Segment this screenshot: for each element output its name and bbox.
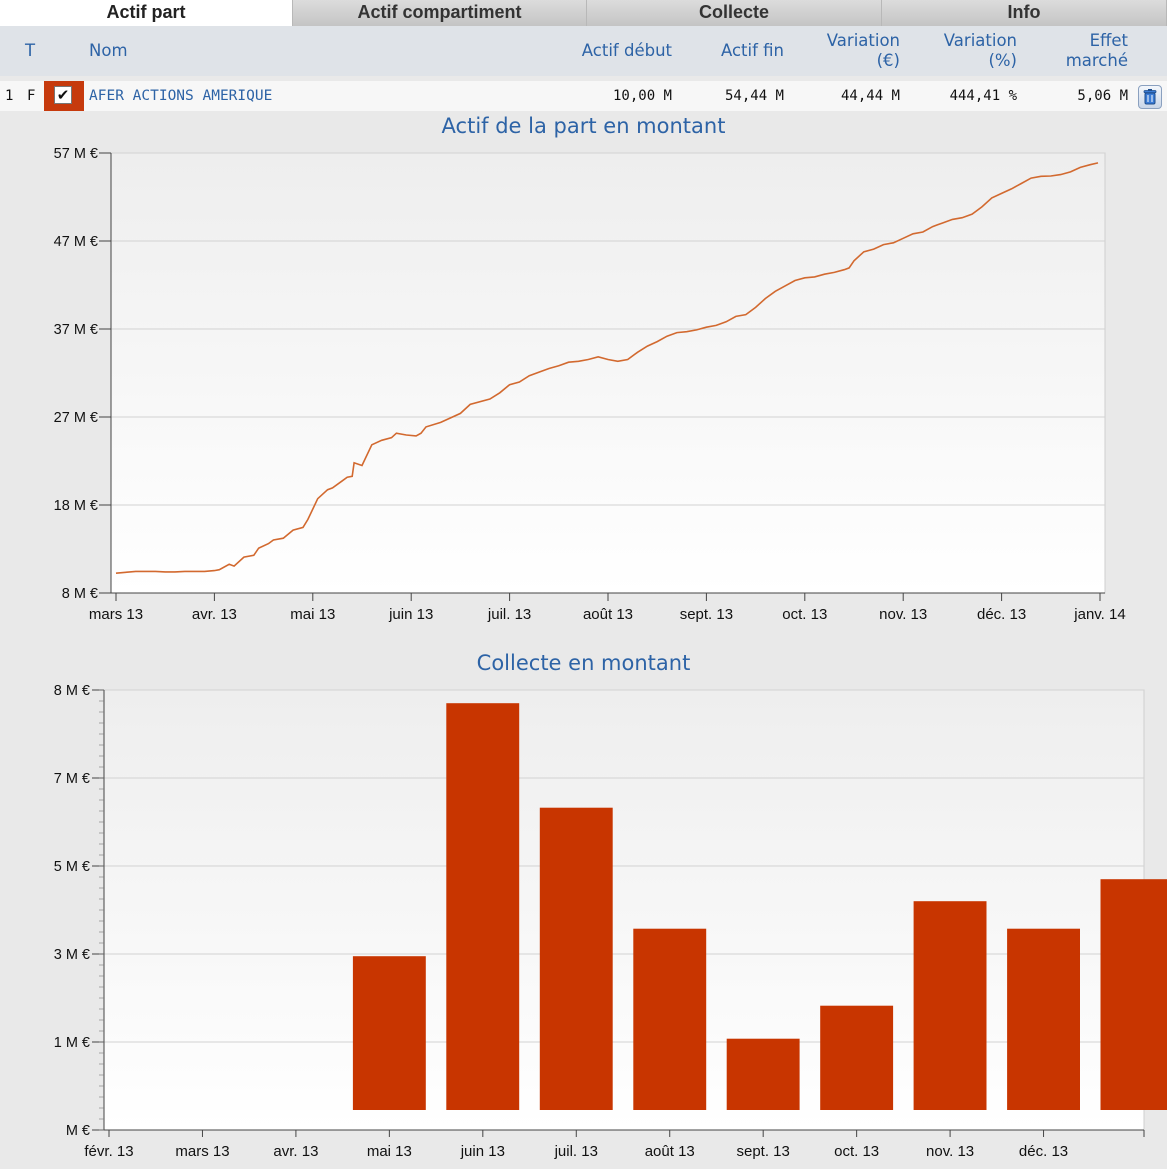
row-variation-eur: 44,44 M xyxy=(840,88,900,104)
bar-x-tick-label: juin 13 xyxy=(460,1143,505,1160)
delete-button[interactable] xyxy=(1138,85,1162,109)
bar-7 xyxy=(820,1005,894,1110)
tab-actif-part[interactable]: Actif part xyxy=(0,0,293,26)
bar-chart-title: Collecte en montant xyxy=(476,651,691,675)
row-index: 1 xyxy=(5,88,14,104)
fund-name-text[interactable]: AFER ACTIONS AMERIQUE xyxy=(89,88,273,104)
bar-6 xyxy=(726,1038,800,1110)
header-variation-eur[interactable]: Variation (€) xyxy=(790,31,900,71)
bar-x-tick-label: sept. 13 xyxy=(736,1143,789,1160)
row-type: F xyxy=(27,88,36,104)
line-x-tick-label: janv. 14 xyxy=(1073,606,1125,623)
header-variation-pct[interactable]: Variation (%) xyxy=(905,31,1017,71)
bar-3 xyxy=(446,703,520,1110)
tab-info[interactable]: Info xyxy=(882,0,1167,26)
fund-name-link[interactable]: AFER ACTIONS AMERIQUE xyxy=(89,88,272,104)
row-variation-pct: 444,41 % xyxy=(949,88,1017,104)
row-effet-marche: 5,06 M xyxy=(1077,88,1128,104)
row-actif-debut: 10,00 M xyxy=(612,88,672,104)
bar-x-tick-label: nov. 13 xyxy=(926,1143,974,1160)
line-y-tick-label: 8 M € xyxy=(62,586,98,602)
line-x-tick-label: mars 13 xyxy=(89,606,143,623)
header-effet-line2: marché xyxy=(1065,51,1128,70)
bar-10 xyxy=(1100,879,1167,1110)
tab-bar: Actif part Actif compartiment Collecte I… xyxy=(0,0,1167,26)
line-series-actif xyxy=(115,162,1099,574)
bar-y-tick-label: 8 M € xyxy=(54,683,90,699)
bar-y-tick-label: 1 M € xyxy=(54,1035,90,1051)
bar-5 xyxy=(633,928,707,1110)
line-y-tick-label: 57 M € xyxy=(54,146,98,162)
bar-x-tick-label: août 13 xyxy=(645,1143,695,1160)
line-y-tick-label: 37 M € xyxy=(54,322,98,338)
bar-plot-area xyxy=(103,689,1145,1131)
header-variation-pct-line2: (%) xyxy=(988,51,1017,70)
bar-y-tick-label: 5 M € xyxy=(54,859,90,875)
bar-2 xyxy=(352,956,426,1110)
bar-x-tick-label: févr. 13 xyxy=(84,1143,133,1160)
header-actif-fin[interactable]: Actif fin xyxy=(720,41,784,60)
header-nom[interactable]: Nom xyxy=(89,41,128,60)
bar-9 xyxy=(1007,928,1080,1110)
row-checkbox[interactable]: ✔ xyxy=(54,86,72,104)
table-header: T Nom Actif début Actif fin Variation (€… xyxy=(0,26,1167,76)
line-x-tick-label: août 13 xyxy=(583,606,633,623)
bar-x-tick-label: mars 13 xyxy=(175,1143,229,1160)
bar-x-tick-label: mai 13 xyxy=(367,1143,412,1160)
line-y-tick-label: 47 M € xyxy=(54,234,98,250)
bar-y-tick-label: M € xyxy=(66,1123,90,1139)
bar-x-tick-label: avr. 13 xyxy=(273,1143,318,1160)
bar-4 xyxy=(539,807,613,1110)
line-x-tick-label: avr. 13 xyxy=(192,606,237,623)
tab-collecte[interactable]: Collecte xyxy=(587,0,882,26)
bar-8 xyxy=(913,901,987,1110)
bar-x-tick-label: juil. 13 xyxy=(554,1143,598,1160)
header-actif-debut[interactable]: Actif début xyxy=(581,41,672,60)
trash-icon xyxy=(1143,89,1157,105)
bar-x-tick-label: oct. 13 xyxy=(834,1143,879,1160)
line-y-tick-label: 27 M € xyxy=(54,410,98,426)
line-chart: 8 M € 18 M € 27 M € 37 M € 47 M € 57 M € mars… xyxy=(54,146,1126,623)
line-x-tick-label: nov. 13 xyxy=(879,606,927,623)
line-x-tick-label: sept. 13 xyxy=(680,606,733,623)
line-y-tick-label: 18 M € xyxy=(54,498,98,514)
header-variation-eur-line2: (€) xyxy=(876,51,900,70)
row-select-cell: ✔ xyxy=(44,81,84,111)
line-plot-area xyxy=(110,152,1106,594)
bar-chart: M € 1 M € 3 M € 5 M € 7 M € 8 M € févr. 13 mar… xyxy=(54,683,1167,1160)
line-x-tick-label: juin 13 xyxy=(388,606,433,623)
bar-y-tick-label: 7 M € xyxy=(54,771,90,787)
header-effet-line1: Effet xyxy=(1089,31,1128,50)
tab-actif-compartiment[interactable]: Actif compartiment xyxy=(293,0,587,26)
row-actif-fin: 54,44 M xyxy=(724,88,784,104)
header-type[interactable]: T xyxy=(25,41,36,60)
table-row: 1 F ✔ AFER ACTIONS AMERIQUE 10,00 M 54,4… xyxy=(0,81,1167,111)
header-effet-marche[interactable]: Effet marché xyxy=(1020,31,1128,71)
line-x-tick-label: déc. 13 xyxy=(977,606,1026,623)
header-variation-eur-line1: Variation xyxy=(826,31,900,50)
header-variation-pct-line1: Variation xyxy=(943,31,1017,50)
bar-x-tick-label: déc. 13 xyxy=(1019,1143,1068,1160)
line-x-tick-label: mai 13 xyxy=(290,606,335,623)
line-chart-title: Actif de la part en montant xyxy=(441,114,726,138)
line-x-tick-label: oct. 13 xyxy=(782,606,827,623)
line-x-tick-label: juil. 13 xyxy=(487,606,531,623)
bar-y-tick-label: 3 M € xyxy=(54,947,90,963)
